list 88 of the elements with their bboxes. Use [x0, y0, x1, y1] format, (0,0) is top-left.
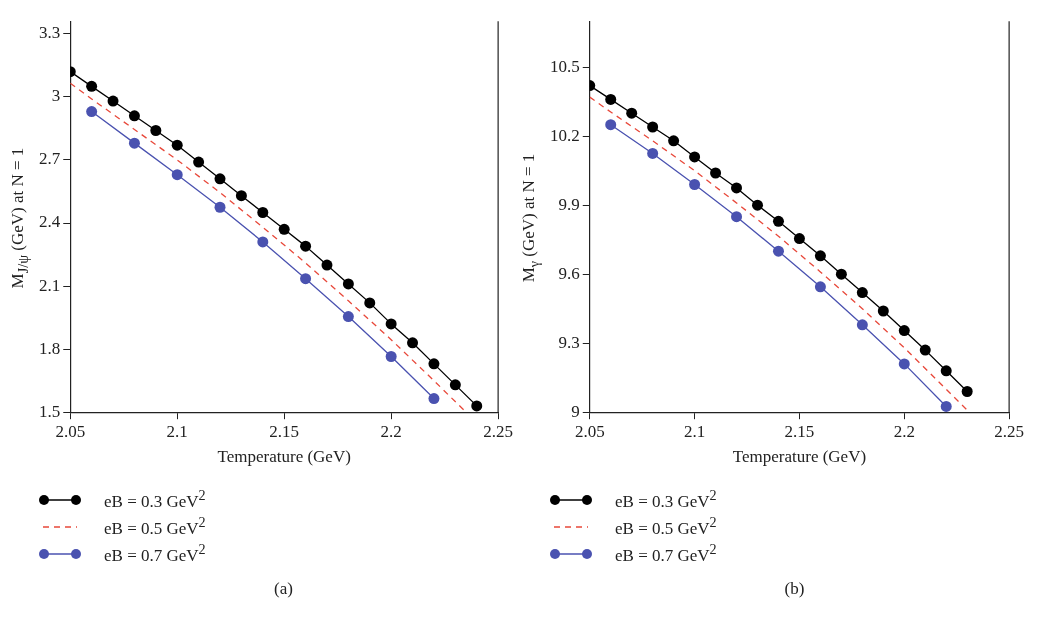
y-tick-label: 10.2 [550, 125, 580, 145]
point [919, 344, 931, 356]
x-tick-label: 2.2 [380, 421, 402, 441]
legend-label: eB = 0.7 GeV$^{2}$ [615, 541, 717, 566]
point [300, 240, 312, 252]
point [898, 358, 910, 370]
x-tick-label: 2.25 [994, 421, 1024, 441]
text: (a) [273, 579, 294, 599]
y-tick-label: 2.4 [39, 212, 61, 232]
legend-label: eB = 0.3 GeV$^{2}$ [104, 487, 206, 512]
point [814, 281, 826, 293]
y-tick-label: 9.3 [558, 332, 580, 352]
point [128, 137, 140, 149]
point [385, 350, 397, 362]
point [278, 223, 290, 235]
x-tick-label: 2.2 [893, 421, 915, 441]
point [710, 167, 722, 179]
y-tick-label: 9 [571, 401, 580, 421]
x-axis-title: Temperature (GeV) [217, 447, 351, 467]
point [647, 121, 659, 133]
point [731, 182, 743, 194]
y-tick-label: 2.1 [39, 275, 61, 295]
x-tick-label: 2.05 [55, 421, 86, 441]
point [626, 107, 638, 119]
point [321, 259, 333, 271]
point [342, 311, 354, 323]
point [86, 106, 98, 118]
point [605, 93, 617, 105]
point [898, 325, 910, 337]
y-tick-label: 3 [51, 86, 61, 106]
point [150, 125, 162, 137]
y-tick-label: 3.3 [39, 23, 61, 43]
point [428, 358, 440, 370]
x-tick-label: 2.05 [574, 421, 605, 441]
point [257, 207, 269, 218]
point [214, 201, 226, 213]
point [752, 199, 763, 211]
x-tick-label: 2.15 [269, 421, 300, 441]
point [856, 319, 868, 331]
point [385, 318, 397, 330]
point [171, 169, 183, 181]
point [428, 393, 440, 405]
x-tick-label: 2.15 [784, 421, 815, 441]
point [772, 215, 784, 227]
text: (b) [783, 579, 806, 599]
point [877, 305, 889, 317]
point [214, 173, 226, 185]
point [471, 400, 483, 412]
point [342, 278, 354, 290]
point [257, 236, 269, 248]
point [835, 268, 847, 280]
point [128, 110, 140, 122]
legend-label: eB = 0.7 GeV$^{2}$ [104, 541, 206, 566]
x-tick-label: 2.1 [166, 421, 188, 441]
point [235, 190, 247, 202]
y-tick-label: 1.8 [39, 338, 61, 358]
point [940, 400, 952, 412]
point [193, 156, 205, 168]
y-tick-label: 9.6 [558, 263, 580, 283]
point [772, 245, 784, 257]
y-tick-label: 1.5 [39, 401, 61, 421]
point [731, 211, 743, 223]
legend-label: eB = 0.3 GeV$^{2}$ [615, 487, 717, 512]
point [689, 179, 701, 190]
y-tick-label: 2.7 [39, 149, 61, 169]
legend-label: eB = 0.5 GeV$^{2}$ [615, 514, 717, 539]
legend-label: eB = 0.5 GeV$^{2}$ [104, 514, 206, 539]
point [814, 250, 826, 262]
point [647, 147, 659, 159]
point [407, 337, 419, 349]
point [793, 233, 805, 245]
point [961, 386, 973, 397]
point [364, 297, 376, 309]
point [300, 273, 312, 285]
point [940, 365, 952, 377]
x-tick-label: 2.25 [483, 421, 513, 441]
y-tick-label: 10.5 [550, 56, 580, 76]
y-tick-label: 9.9 [558, 194, 580, 214]
point [449, 379, 461, 391]
x-axis-title: Temperature (GeV) [732, 447, 867, 467]
point [689, 151, 701, 163]
point [856, 287, 868, 299]
point [86, 80, 98, 92]
point [107, 95, 119, 107]
point [668, 135, 680, 147]
point [171, 139, 183, 151]
x-tick-label: 2.1 [683, 421, 706, 441]
point [605, 119, 617, 131]
